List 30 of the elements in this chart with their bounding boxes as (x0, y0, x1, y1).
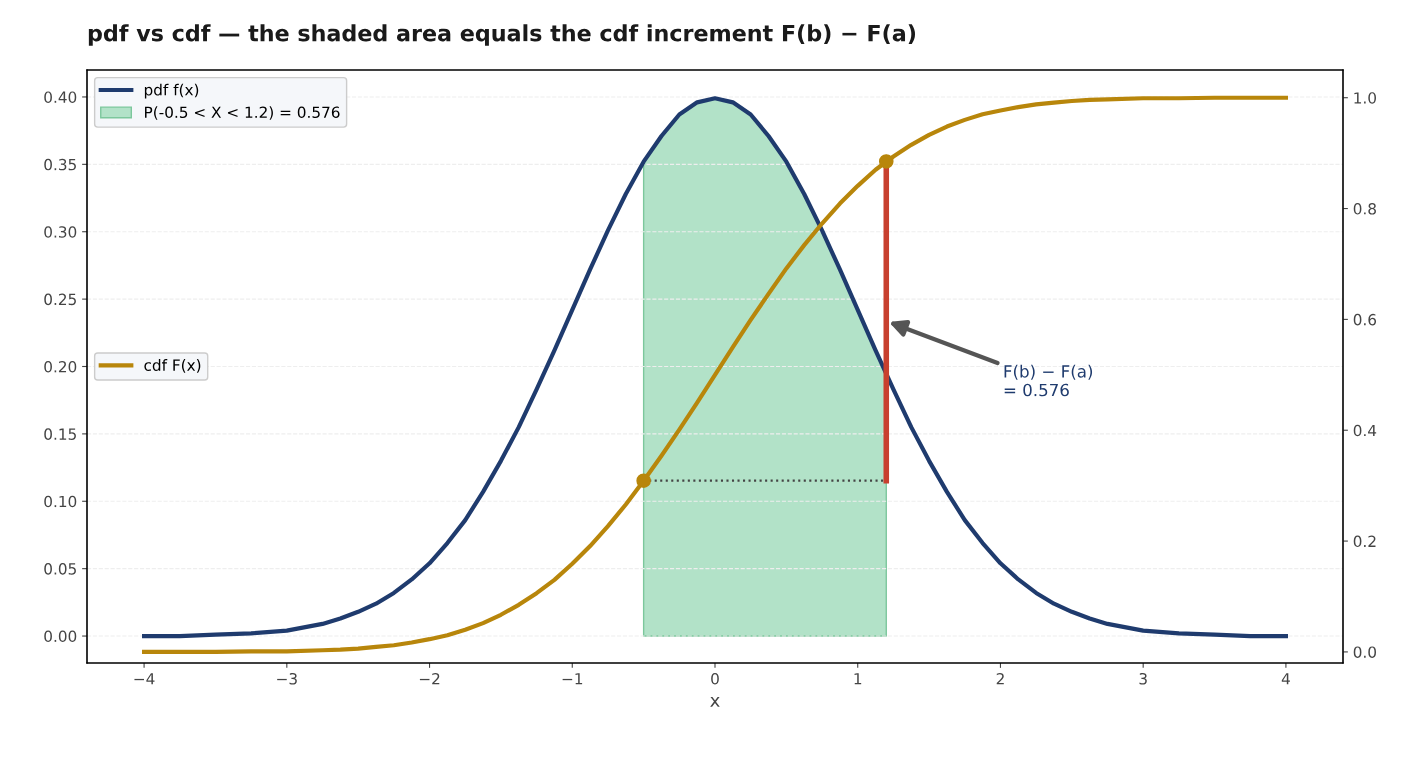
x-tick-label: −1 (562, 673, 583, 685)
x-tick-label: 3 (1139, 672, 1147, 685)
y2-tick-label: 0.0 (1353, 646, 1376, 658)
y-tick-label: 0.35 (44, 158, 76, 171)
y2-tick-label: 1.0 (1354, 92, 1376, 104)
y2-tick-label: 0.2 (1353, 535, 1376, 548)
x-tick-label: 2 (996, 672, 1004, 685)
legend-label: cdf F(x) (144, 359, 201, 373)
y2-tick-label: 0.4 (1353, 424, 1377, 437)
y-tick-label: 0.10 (44, 495, 77, 508)
y2-tick-label: 0.8 (1353, 203, 1376, 215)
x-axis-title: x (710, 696, 720, 707)
y-tick-label: 0.40 (44, 91, 77, 103)
annotation: F(b) − F(a) = 0.576 (1004, 364, 1093, 397)
y-tick-label: 0.30 (44, 226, 77, 238)
x-tick-label: 0 (711, 672, 719, 685)
x-tick-label: 4 (1281, 673, 1290, 685)
y-tick-label: 0.05 (44, 563, 76, 575)
x-tick-label: −4 (134, 673, 155, 685)
legend-label: P(-0.5 < X < 1.2) = 0.576 (145, 106, 340, 120)
y-tick-label: 0.15 (44, 428, 76, 440)
y-tick-label: 0.00 (44, 630, 77, 643)
x-tick-label: 1 (854, 673, 862, 685)
x-tick-label: −2 (419, 672, 440, 685)
y2-tick-label: 0.6 (1353, 313, 1377, 326)
x-tick-label: −3 (277, 672, 297, 685)
y-tick-label: 0.20 (44, 360, 77, 373)
chart-title: pdf vs cdf — the shaded area equals the cdf increment F(b) − F(a) (88, 24, 916, 46)
legend-label: pdf f(x) (144, 83, 199, 99)
y-tick-label: 0.25 (44, 293, 76, 306)
